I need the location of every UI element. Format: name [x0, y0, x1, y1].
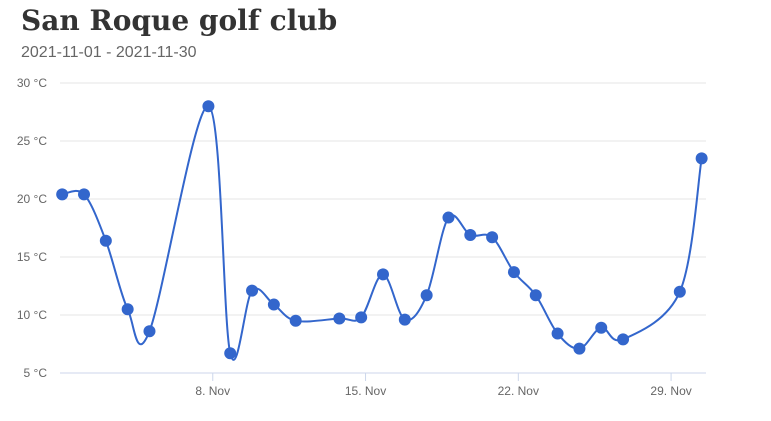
data-point[interactable] [121, 303, 134, 316]
data-point[interactable] [442, 211, 455, 224]
data-point[interactable] [529, 289, 542, 302]
data-point[interactable] [573, 342, 586, 355]
y-tick-label: 15 °C [17, 250, 47, 264]
data-point[interactable] [464, 228, 477, 241]
chart-subtitle: 2021-11-01 - 2021-11-30 [21, 44, 197, 61]
x-axis-ticks: 8. Nov 15. Nov 22. Nov 29. Nov [195, 373, 692, 398]
series-line [62, 105, 703, 361]
y-tick-label: 20 °C [17, 192, 47, 206]
data-point[interactable] [617, 333, 630, 346]
data-point[interactable] [551, 327, 564, 340]
data-point[interactable] [507, 266, 520, 279]
data-point[interactable] [695, 152, 708, 165]
data-point[interactable] [289, 314, 302, 327]
data-point[interactable] [202, 100, 215, 113]
data-point[interactable] [99, 234, 112, 247]
data-point[interactable] [420, 289, 433, 302]
grid-lines [60, 82, 706, 374]
y-tick-label: 10 °C [17, 308, 47, 322]
chart-title: San Roque golf club [21, 4, 338, 37]
data-point[interactable] [398, 313, 411, 326]
data-point[interactable] [486, 231, 499, 244]
x-tick-label: 29. Nov [650, 384, 691, 398]
data-point[interactable] [355, 311, 368, 324]
data-point[interactable] [377, 268, 389, 281]
x-tick-label: 22. Nov [498, 384, 539, 398]
x-tick-label: 15. Nov [345, 384, 386, 398]
data-point[interactable] [333, 312, 346, 325]
data-points [56, 100, 708, 360]
x-tick-label: 8. Nov [195, 384, 230, 398]
y-tick-label: 5 °C [24, 366, 48, 380]
data-point[interactable] [246, 284, 259, 297]
data-point[interactable] [224, 347, 237, 360]
data-point[interactable] [78, 188, 91, 201]
data-point[interactable] [143, 325, 156, 338]
data-point[interactable] [595, 321, 608, 334]
y-axis-ticks: 5 °C 10 °C 15 °C 20 °C 25 °C 30 °C [17, 76, 47, 380]
y-tick-label: 25 °C [17, 134, 47, 148]
data-point[interactable] [56, 188, 69, 201]
y-tick-label: 30 °C [17, 76, 47, 90]
data-point[interactable] [267, 298, 280, 311]
data-point[interactable] [673, 285, 686, 298]
